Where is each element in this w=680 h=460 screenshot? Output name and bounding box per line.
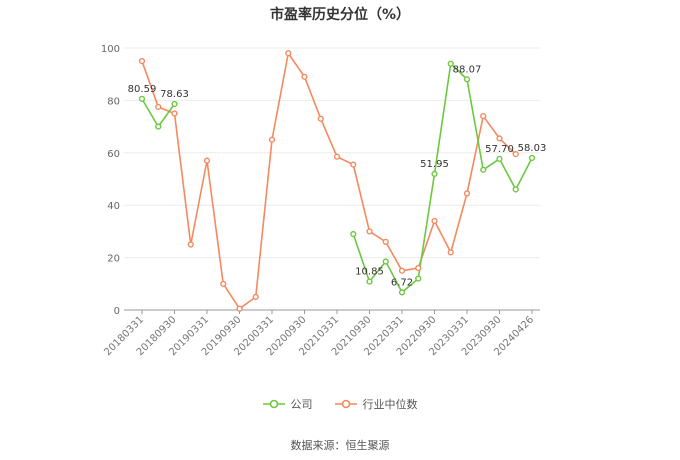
series-line (141, 98, 176, 128)
data-point (317, 115, 324, 122)
x-axis: 2018033120180930201903312019093020200331… (102, 309, 540, 358)
legend-swatch (262, 399, 285, 409)
data-point (366, 228, 373, 235)
data-point (480, 166, 487, 173)
data-point (431, 217, 438, 225)
data-point (350, 161, 357, 168)
data-point (171, 110, 178, 117)
data-point (333, 153, 341, 160)
data-point (203, 157, 211, 164)
data-point (447, 249, 454, 256)
series-line (141, 52, 517, 310)
data-point (268, 136, 276, 143)
data-point (138, 95, 146, 102)
data-point (382, 258, 389, 265)
data-point (252, 293, 259, 301)
data-point (463, 76, 471, 83)
data-point (382, 238, 389, 245)
data-point (496, 135, 503, 142)
chart-title: 市盈率历史分位（%） (269, 7, 411, 23)
data-point (155, 103, 162, 111)
data-label: 10.85 (355, 267, 384, 278)
data-point (301, 73, 308, 80)
grid-lines (124, 47, 540, 311)
data-point (155, 123, 162, 130)
y-tick-label: 60 (107, 149, 120, 160)
data-point (528, 154, 536, 162)
legend-item[interactable]: 行业中位数 (334, 396, 418, 412)
data-point (415, 275, 422, 282)
y-tick-label: 80 (107, 96, 120, 107)
data-point (187, 241, 194, 248)
data-label: 6.72 (391, 277, 413, 288)
data-point (350, 230, 357, 238)
data-labels: 80.59 78.63 10.85 6.72 51.95 88.07 57.70 58.03 (128, 64, 547, 288)
data-point (285, 50, 292, 57)
data-point (398, 267, 406, 274)
data-point (220, 280, 227, 287)
legend-item[interactable]: 公司 (262, 396, 313, 412)
data-label: 88.07 (453, 64, 482, 75)
data-point (431, 170, 438, 177)
data-point (236, 305, 243, 312)
data-label: 58.03 (518, 143, 547, 154)
data-point (480, 113, 487, 120)
series-lines (141, 52, 533, 310)
y-tick-label: 100 (101, 44, 120, 55)
data-point (496, 155, 503, 162)
data-point (463, 190, 471, 197)
series-line (352, 62, 533, 294)
data-points (138, 50, 536, 312)
data-point (512, 186, 519, 193)
data-label: 57.70 (485, 144, 514, 155)
data-point (512, 151, 519, 158)
data-point (171, 100, 178, 108)
data-point (447, 60, 454, 67)
legend: 公司 行业中位数 (0, 396, 680, 412)
legend-label: 行业中位数 (362, 398, 418, 411)
y-axis: 0 20 40 60 80 100 (101, 44, 120, 317)
y-tick-label: 40 (107, 201, 120, 212)
data-point (366, 278, 373, 285)
data-source-note: 数据来源：恒生聚源 (290, 439, 390, 452)
y-tick-label: 0 (114, 306, 120, 317)
data-point (415, 264, 422, 272)
data-point (138, 57, 146, 65)
y-tick-label: 20 (107, 254, 120, 265)
data-label: 51.95 (420, 159, 449, 170)
legend-label: 公司 (290, 398, 313, 411)
data-label: 80.59 (128, 84, 157, 95)
data-label: 78.63 (160, 89, 189, 100)
legend-swatch (334, 399, 357, 409)
data-point (398, 289, 406, 296)
